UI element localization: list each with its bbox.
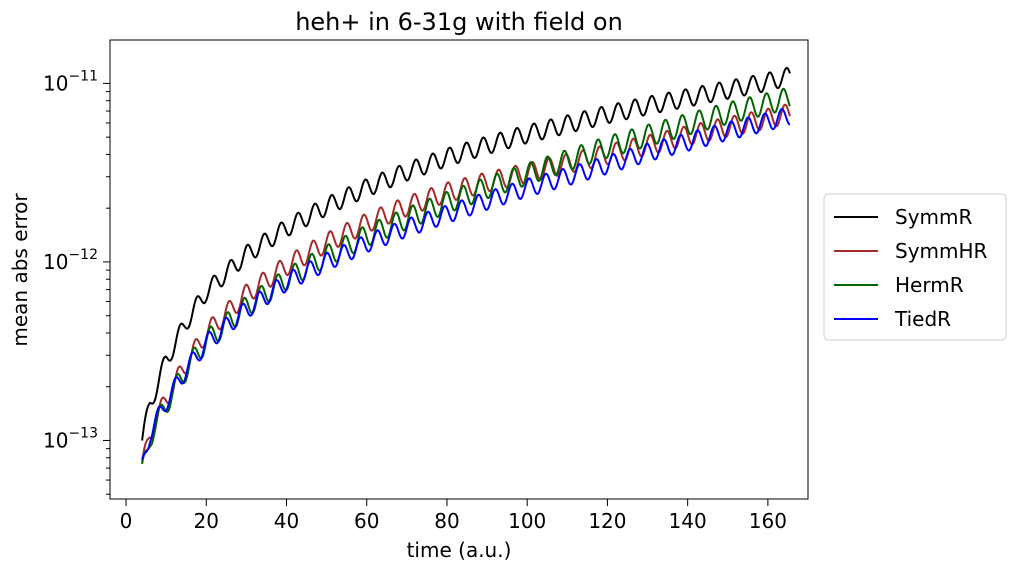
y-tick-label: 10−13	[43, 425, 98, 452]
x-tick-label: 160	[749, 509, 787, 533]
x-axis: 0 20 40 60 80 100 120 140 160	[120, 499, 787, 533]
legend-label: TiedR	[894, 307, 951, 331]
y-tick-label: 10−11	[43, 68, 98, 95]
legend-label: SymmR	[895, 205, 972, 229]
y-tick-exponent: −13	[68, 425, 98, 441]
legend-box	[823, 193, 1007, 341]
x-tick-label: 140	[669, 509, 707, 533]
y-tick-exponent: −11	[68, 68, 98, 84]
y-tick-exponent: −12	[68, 247, 98, 263]
legend-label: HermR	[895, 273, 964, 297]
y-tick-base: 10	[43, 250, 68, 274]
y-tick-label: 10−12	[43, 247, 98, 274]
x-tick-label: 100	[508, 509, 546, 533]
series-line-symmhr	[141, 103, 791, 463]
x-tick-label: 20	[194, 509, 219, 533]
x-tick-label: 0	[120, 509, 133, 533]
series-line-symmr	[141, 66, 791, 441]
x-axis-label: time (a.u.)	[407, 538, 512, 562]
y-tick-base: 10	[43, 428, 68, 452]
x-tick-label: 80	[434, 509, 459, 533]
series-line-hermr	[141, 87, 791, 465]
y-axis-label: mean abs error	[8, 193, 32, 347]
series-line-tiedr	[141, 107, 791, 460]
chart-title: heh+ in 6-31g with field on	[295, 8, 623, 36]
legend-label: SymmHR	[895, 239, 988, 263]
legend: SymmR SymmHR HermR TiedR	[823, 193, 1007, 341]
x-tick-label: 60	[354, 509, 379, 533]
x-tick-label: 120	[588, 509, 626, 533]
series-layer	[141, 66, 791, 465]
y-tick-base: 10	[43, 71, 68, 95]
x-tick-label: 40	[274, 509, 299, 533]
plot-frame	[109, 39, 809, 500]
